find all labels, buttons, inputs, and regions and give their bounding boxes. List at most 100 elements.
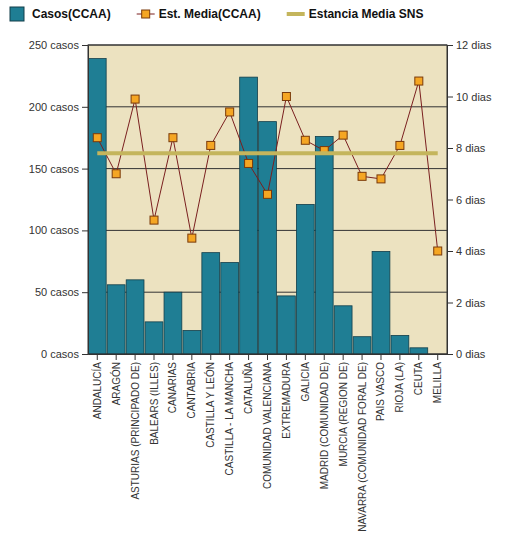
tick-mark: [172, 354, 173, 360]
tick: 2 dias: [447, 297, 486, 309]
tick-mark: [154, 354, 155, 360]
tick-mark: [210, 354, 211, 360]
marker: [415, 77, 423, 85]
plot-frame: [88, 45, 447, 354]
tick-label: 4 dias: [456, 245, 486, 257]
tick: 100 casos: [29, 224, 88, 236]
tick-label: CASTILLA Y LEÓN: [204, 362, 216, 448]
tick-mark: [437, 354, 438, 360]
tick-mark: [82, 354, 88, 355]
line: [97, 81, 437, 251]
tick-mark: [447, 303, 453, 304]
tick: 6 dias: [447, 194, 486, 206]
marker: [245, 159, 253, 167]
tick: MURCIA (REGION DE): [338, 354, 349, 466]
tick-mark: [248, 354, 249, 360]
axis-line: [88, 46, 89, 355]
legend-label: Estancia Media SNS: [309, 7, 424, 21]
tick-label: CANTABRIA: [186, 362, 197, 419]
marker: [396, 141, 404, 149]
tick-label: NAVARRA (COMUNIDAD FORAL DE): [357, 362, 368, 532]
legend-label: Casos(CCAA): [32, 7, 111, 21]
tick-mark: [343, 354, 344, 360]
tick: CASTILLA - LA MANCHA: [224, 354, 235, 475]
tick-label: CASTILLA - LA MANCHA: [224, 362, 235, 476]
tick-mark: [82, 107, 88, 108]
tick: 12 dias: [447, 39, 492, 51]
tick: 10 dias: [447, 91, 492, 103]
tick-label: BALEARS (ILLES): [149, 362, 160, 445]
tick-mark: [380, 354, 381, 360]
tick: CANARIAS: [167, 354, 178, 413]
legend-item: Est. Media(CCAA): [137, 7, 261, 21]
bar: [353, 337, 371, 354]
tick-mark: [82, 230, 88, 231]
tick-label: 8 dias: [456, 142, 486, 154]
tick: 50 casos: [35, 286, 88, 298]
bar: [315, 136, 333, 354]
tick: COMUNIDAD VALENCIANA: [262, 354, 273, 489]
tick-mark: [447, 354, 453, 355]
marker: [264, 190, 272, 198]
chart: 0 casos50 casos100 casos150 casos200 cas…: [0, 0, 511, 551]
tick-mark: [447, 148, 453, 149]
legend-label: Est. Media(CCAA): [159, 7, 261, 21]
tick: 8 dias: [447, 142, 486, 154]
tick-mark: [447, 97, 453, 98]
tick: 4 dias: [447, 245, 486, 257]
marker: [301, 136, 309, 144]
marker: [169, 134, 177, 142]
tick-mark: [82, 45, 88, 46]
tick-label: 50 casos: [35, 286, 80, 298]
legend: Casos(CCAA) Est. Media(CCAA) Estancia Medi…: [10, 7, 423, 21]
tick-mark: [447, 251, 453, 252]
tick-label: 200 casos: [29, 101, 80, 113]
tick-mark: [229, 354, 230, 360]
tick: 0 dias: [447, 348, 486, 360]
tick-mark: [324, 354, 325, 360]
y2-axis: 0 dias 2 dias 4 dias 6 dias 8 dias 10 dias 12 …: [447, 39, 492, 360]
marker: [434, 247, 442, 255]
plot-background: [88, 45, 447, 354]
reference-line: [97, 151, 437, 155]
x-axis: ANDALUCÍAARAGÓNASTURIAS (PRINCIPADO DE)B…: [89, 354, 448, 532]
tick: 200 casos: [29, 101, 88, 113]
legend-item: Estancia Media SNS: [287, 7, 424, 21]
series-0: [88, 59, 427, 354]
legend-swatch: [10, 7, 24, 21]
tick-label: 2 dias: [456, 297, 486, 309]
tick-label: 0 dias: [456, 348, 486, 360]
tick: ASTURIAS (PRINCIPADO DE): [130, 354, 141, 500]
bar: [296, 204, 314, 354]
tick: PAIS VASCO: [375, 354, 386, 421]
tick-label: CEUTA: [413, 362, 424, 395]
bar: [334, 306, 352, 354]
tick: BALEARS (ILLES): [149, 354, 160, 445]
marker: [112, 170, 120, 178]
bar: [221, 263, 239, 354]
tick: GALICIA: [300, 354, 311, 401]
marker: [131, 95, 139, 103]
tick-label: 250 casos: [29, 39, 80, 51]
marker: [282, 93, 290, 101]
bar: [88, 59, 106, 354]
grid-line: [88, 106, 447, 107]
bar: [164, 292, 182, 354]
series-2: [97, 153, 437, 154]
bar: [240, 77, 258, 354]
tick: RIOJA (LA): [394, 354, 405, 413]
tick: 0 casos: [41, 348, 88, 360]
tick-mark: [418, 354, 419, 360]
tick: 250 casos: [29, 39, 88, 51]
marker: [358, 172, 366, 180]
tick: CASTILLA Y LEÓN: [204, 354, 216, 448]
tick-mark: [82, 169, 88, 170]
tick-mark: [305, 354, 306, 360]
tick-label: PAIS VASCO: [375, 362, 386, 421]
tick-mark: [191, 354, 192, 360]
tick-mark: [97, 354, 98, 360]
bar: [126, 280, 144, 354]
tick: CANTABRIA: [186, 354, 197, 419]
tick: CEUTA: [413, 354, 424, 395]
tick-label: ASTURIAS (PRINCIPADO DE): [130, 362, 141, 500]
